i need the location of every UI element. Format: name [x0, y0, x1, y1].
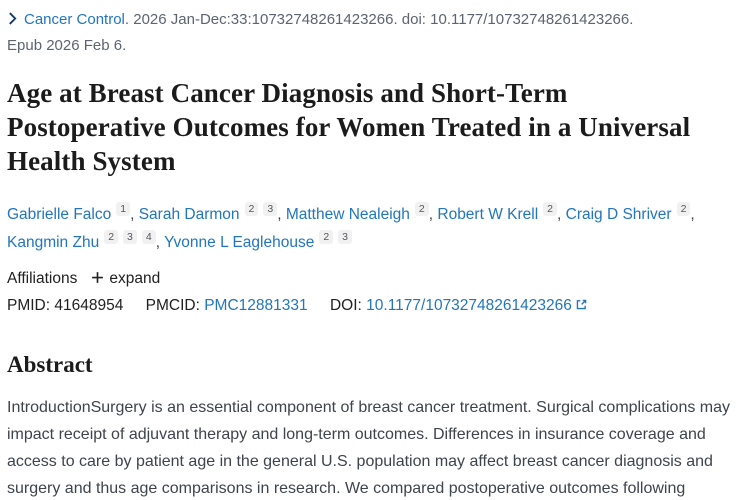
pmid-label: PMID:	[7, 297, 51, 314]
author-separator: ,	[155, 234, 161, 251]
doi-link[interactable]: 10.1177/10732748261423266	[366, 297, 572, 314]
affiliations-row: Affiliations expand	[7, 270, 742, 288]
epub-text: Epub 2026 Feb 6.	[7, 37, 127, 54]
author-separator: ,	[130, 206, 135, 223]
doi-label: DOI:	[329, 297, 362, 314]
pmid-value: 41648954	[54, 297, 124, 314]
author-link[interactable]: Matthew Nealeigh	[285, 206, 410, 223]
citation-text: . 2026 Jan-Dec:33:10732748261423266. doi…	[124, 11, 634, 28]
author-link[interactable]: Craig D Shriver	[565, 206, 672, 223]
affiliation-sup-badge[interactable]: 2	[414, 202, 429, 216]
author: Sarah Darmon 2 3,	[138, 202, 282, 223]
affiliation-sup-badge[interactable]: 1	[116, 202, 131, 216]
affiliations-expand-button[interactable]: expand	[91, 270, 160, 288]
author-separator: ,	[557, 206, 562, 223]
affiliation-sup-badge[interactable]: 2	[543, 202, 557, 216]
plus-icon	[91, 271, 104, 289]
affiliation-sup-badge[interactable]: 3	[263, 202, 278, 216]
affiliation-sup-badge[interactable]: 2	[676, 202, 691, 216]
journal-link[interactable]: Cancer Control	[24, 11, 125, 28]
author: Gabrielle Falco 1,	[7, 202, 135, 223]
author: Robert W Krell 2,	[437, 202, 562, 223]
author: Craig D Shriver 2,	[565, 202, 695, 223]
identifiers-row: PMID: 41648954 PMCID: PMC12881331 DOI: 1…	[7, 297, 742, 315]
affiliation-sup-badge[interactable]: 2	[319, 230, 334, 244]
abstract-heading: Abstract	[7, 352, 93, 377]
author-link[interactable]: Yvonne L Eaglehouse	[164, 234, 315, 251]
author: Kangmin Zhu 2 3 4,	[7, 230, 161, 251]
author-separator: ,	[428, 206, 434, 223]
article-title: Age at Breast Cancer Diagnosis and Short…	[7, 78, 691, 176]
authors-list: Gabrielle Falco 1, Sarah Darmon 2 3, Matthe…	[7, 201, 742, 257]
affiliation-sup-badge[interactable]: 2	[244, 202, 259, 216]
author: Yvonne L Eaglehouse 2 3	[164, 230, 353, 251]
author-separator: ,	[277, 206, 282, 223]
affiliation-sup-badge[interactable]: 3	[338, 230, 353, 244]
author-link[interactable]: Kangmin Zhu	[7, 234, 100, 251]
external-link-icon	[575, 298, 588, 316]
pmid-group: PMID: 41648954	[7, 297, 123, 314]
chevron-right-icon[interactable]	[7, 8, 18, 34]
author-link[interactable]: Gabrielle Falco	[7, 206, 112, 223]
author: Matthew Nealeigh 2,	[285, 202, 434, 223]
affiliation-sup-badge[interactable]: 2	[104, 230, 119, 244]
affiliation-sup-badge[interactable]: 3	[123, 230, 137, 244]
pmcid-link[interactable]: PMC12881331	[204, 297, 308, 314]
affiliations-label: Affiliations	[7, 270, 78, 287]
author-link[interactable]: Sarah Darmon	[138, 206, 240, 223]
citation-bar: Cancer Control. 2026 Jan-Dec:33:10732748…	[7, 7, 742, 59]
author-link[interactable]: Robert W Krell	[437, 206, 539, 223]
pmcid-label: PMCID:	[145, 297, 200, 314]
doi-group: DOI: 10.1177/10732748261423266	[330, 297, 588, 314]
abstract-text: IntroductionSurgery is an essential comp…	[7, 399, 731, 497]
pmcid-group: PMCID: PMC12881331	[146, 297, 308, 314]
author-separator: ,	[690, 206, 695, 223]
affiliation-sup-badge[interactable]: 4	[141, 230, 156, 244]
expand-label: expand	[109, 270, 161, 287]
